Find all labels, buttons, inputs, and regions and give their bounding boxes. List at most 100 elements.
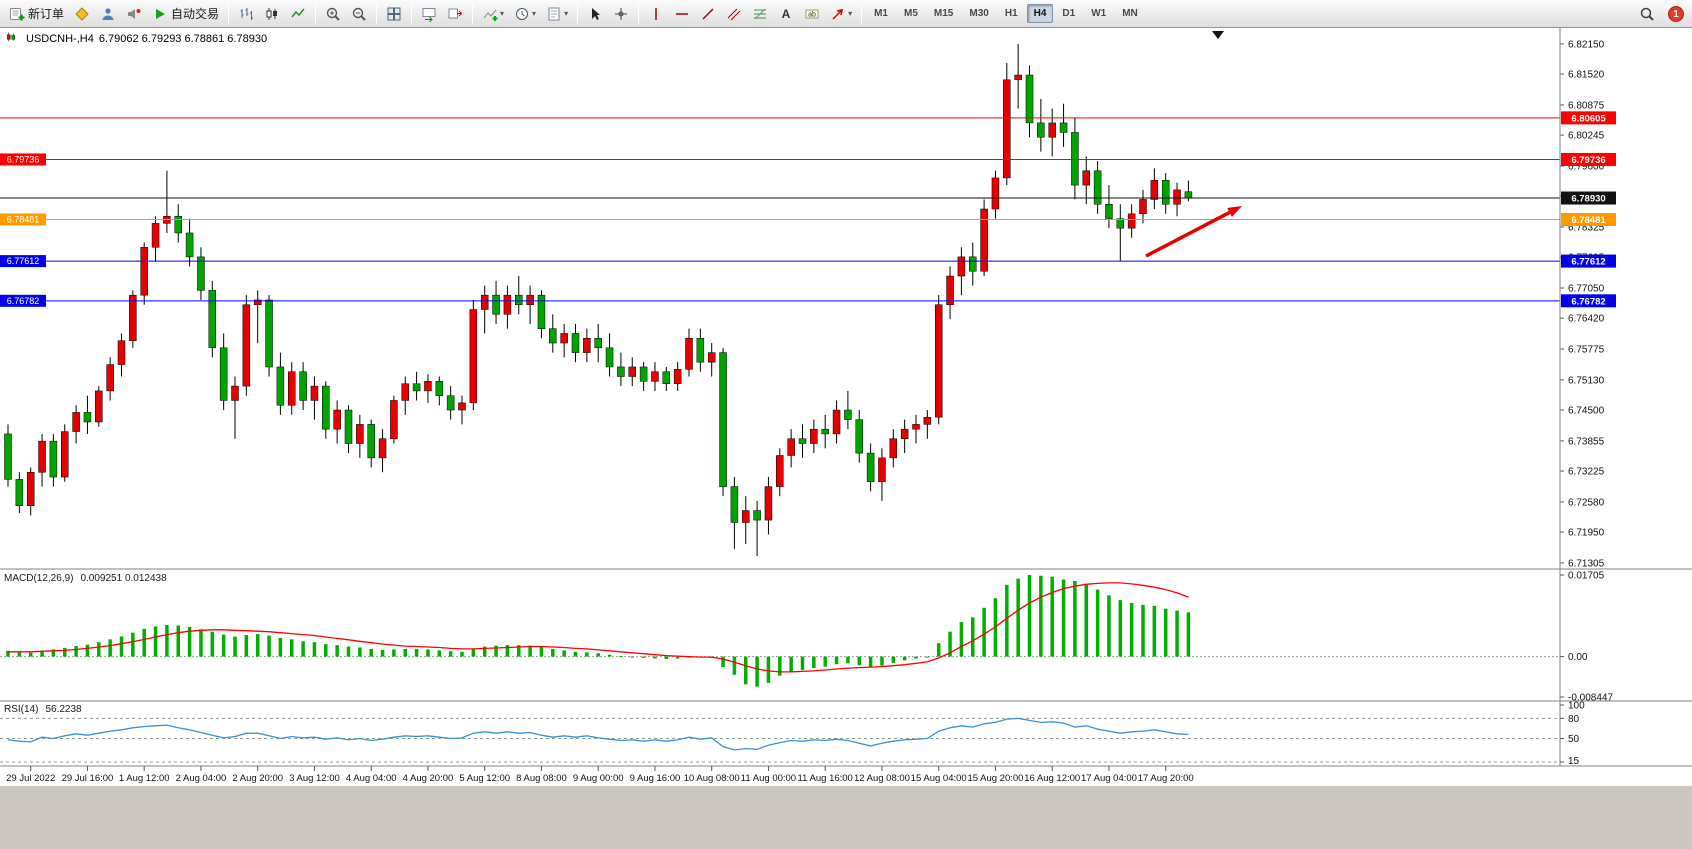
label-button[interactable]: ab [800, 3, 824, 25]
svg-text:9 Aug 16:00: 9 Aug 16:00 [630, 773, 681, 784]
macd-bar [6, 650, 10, 657]
rsi-label: RSI(14) 56.2238 [4, 704, 82, 715]
dropdown-arrow-icon[interactable]: ▾ [564, 9, 569, 18]
timeframe-h1[interactable]: H1 [1004, 8, 1018, 19]
chart-background[interactable] [0, 28, 1692, 786]
cursor-button[interactable] [583, 3, 607, 25]
macd-bar [1061, 579, 1066, 657]
fibo-icon [752, 6, 768, 22]
svg-text:11 Aug 00:00: 11 Aug 00:00 [741, 773, 796, 784]
svg-text:6.79736: 6.79736 [7, 154, 40, 164]
price-tag-left-6.76782 [0, 294, 46, 307]
timeframe-h4[interactable]: H4 [1026, 4, 1054, 23]
zoom-in-button[interactable] [321, 3, 345, 25]
text-button[interactable]: A [774, 3, 798, 25]
svg-text:6.78325: 6.78325 [1568, 222, 1605, 233]
macd-bar [800, 656, 805, 670]
rsi-value: 56.2238 [45, 704, 82, 715]
svg-text:3 Aug 12:00: 3 Aug 12:00 [289, 773, 340, 784]
trend-arrow[interactable] [1145, 210, 1231, 258]
macd-bar [63, 647, 67, 657]
macd-signal-line [8, 582, 1189, 673]
svg-text:6.78481: 6.78481 [1571, 215, 1606, 226]
alerts-button[interactable] [122, 3, 146, 25]
tile-windows-button[interactable] [382, 3, 406, 25]
bar-chart-button[interactable] [234, 3, 258, 25]
macd-bar [959, 622, 964, 657]
macd-bar [1016, 578, 1020, 657]
price-tag-right-6.77612 [1561, 254, 1616, 268]
top-marker-icon[interactable] [1212, 31, 1224, 39]
svg-text:16 Aug 12:00: 16 Aug 12:00 [1024, 773, 1080, 784]
rsi-pane: 100 80 50 15 [0, 701, 1585, 767]
timeframe-d1[interactable]: D1 [1062, 8, 1076, 19]
crosshair-button[interactable] [609, 3, 633, 25]
autotrading-button[interactable]: 自动交易 [148, 3, 223, 25]
channel-button[interactable] [722, 3, 746, 25]
timeframe-w1[interactable]: W1 [1091, 8, 1107, 19]
fibonacci-button[interactable] [748, 3, 772, 25]
indicators-button[interactable]: ▾ [478, 3, 508, 25]
toolbar-separator [638, 3, 640, 24]
dropdown-arrow-icon[interactable]: ▾ [848, 9, 853, 18]
timeframe-m30[interactable]: M30 [969, 8, 989, 19]
vertical-line-button[interactable] [644, 3, 668, 25]
macd-bar [846, 656, 850, 664]
dropdown-arrow-icon[interactable]: ▾ [532, 9, 537, 18]
macd-bar [641, 656, 646, 659]
metaquotes-button[interactable] [70, 3, 94, 25]
chart-window-icon [5, 31, 21, 47]
candle-chart-button[interactable] [260, 3, 284, 25]
macd-bar [165, 625, 169, 657]
macd-bar [596, 653, 600, 657]
svg-text:6.78930: 6.78930 [1571, 194, 1605, 205]
macd-bar [392, 649, 396, 657]
templates-button[interactable]: ▾ [542, 3, 572, 25]
svg-text:6.79600: 6.79600 [1568, 161, 1605, 172]
svg-text:6.79736: 6.79736 [1571, 155, 1605, 166]
macd-bar [1073, 580, 1077, 657]
timeframe-m15[interactable]: M15 [933, 8, 954, 19]
timeframe-m5[interactable]: M5 [904, 8, 918, 19]
macd-bar [369, 648, 373, 657]
label-icon: ab [804, 6, 820, 22]
trendline-button[interactable] [696, 3, 720, 25]
chart-canvas[interactable]: 6.82150 6.81520 6.80875 6.80245 6.79600 6.789… [0, 28, 1692, 849]
chart-symbol-period: USDCNH-,H4 [26, 33, 94, 45]
new-order-button[interactable]: 新订单 [5, 3, 68, 25]
macd-bar [1039, 575, 1043, 657]
toolbar-separator [376, 3, 378, 24]
macd-bar [403, 648, 407, 657]
autoscroll-icon [421, 6, 437, 22]
svg-text:17 Aug 04:00: 17 Aug 04:00 [1081, 773, 1137, 784]
macd-name: MACD(12,26,9) [4, 573, 74, 584]
auto-scroll-button[interactable] [417, 3, 441, 25]
macd-bar [585, 652, 589, 657]
svg-text:11 Aug 16:00: 11 Aug 16:00 [798, 773, 853, 784]
zoomin-icon [325, 6, 341, 22]
macd-bar [936, 643, 941, 657]
arrows-button[interactable]: ▾ [826, 3, 856, 25]
line-chart-button[interactable] [286, 3, 310, 25]
svg-text:15: 15 [1568, 756, 1580, 767]
svg-text:12 Aug 08:00: 12 Aug 08:00 [854, 773, 910, 784]
timeframe-m1[interactable]: M1 [874, 8, 888, 19]
search-button[interactable] [1635, 3, 1659, 25]
notifications-badge[interactable]: 1 [1668, 6, 1684, 22]
svg-text:2 Aug 04:00: 2 Aug 04:00 [176, 773, 227, 784]
svg-text:29 Jul 2022: 29 Jul 2022 [6, 773, 55, 784]
macd-bar [301, 641, 305, 657]
horizontal-line-button[interactable] [670, 3, 694, 25]
svg-text:50: 50 [1568, 734, 1580, 745]
timeframe-mn[interactable]: MN [1122, 8, 1138, 19]
chart-shift-button[interactable] [443, 3, 467, 25]
periods-button[interactable]: ▾ [510, 3, 540, 25]
zoom-out-button[interactable] [347, 3, 371, 25]
dropdown-arrow-icon[interactable]: ▾ [500, 9, 505, 18]
person-icon [100, 6, 116, 22]
svg-text:6.80245: 6.80245 [1568, 131, 1605, 142]
svg-text:29 Jul 16:00: 29 Jul 16:00 [62, 773, 114, 784]
profiles-button[interactable] [96, 3, 120, 25]
